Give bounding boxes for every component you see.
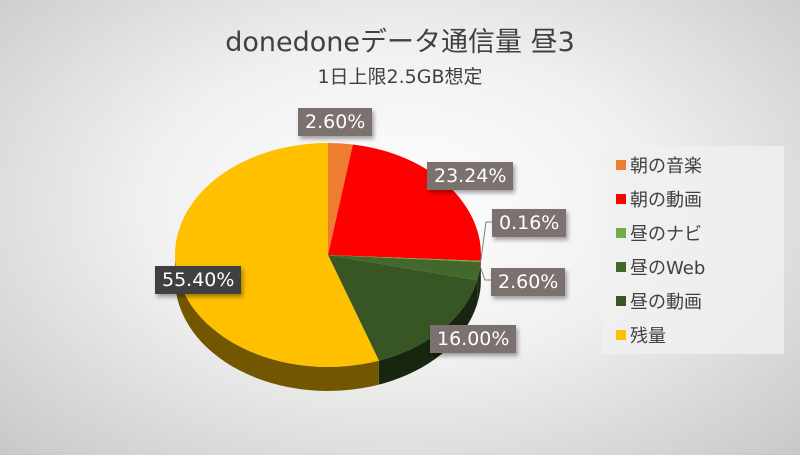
data-label-1: 23.24% — [427, 162, 514, 190]
data-label-5: 55.40% — [155, 266, 242, 294]
legend-item: 昼のナビ — [616, 220, 702, 246]
pie-slice — [328, 255, 481, 263]
data-label-0: 2.60% — [298, 108, 373, 136]
data-label-2: 0.16% — [492, 209, 567, 237]
chart-title: donedoneデータ通信量 昼3 — [225, 27, 575, 58]
pie-slice-side — [378, 280, 478, 385]
legend: 朝の音楽 朝の動画 昼のナビ 昼のWeb 昼の動画 残量 — [602, 146, 784, 354]
legend-label: 昼のナビ — [630, 224, 702, 245]
leader-line — [480, 221, 492, 262]
legend-label: 昼の動画 — [630, 292, 702, 313]
pie-slice — [328, 143, 353, 255]
legend-item: 昼のWeb — [616, 254, 705, 280]
pie-slice-side — [175, 255, 379, 391]
pie-slice — [328, 144, 481, 261]
legend-item: 昼の動画 — [616, 288, 702, 314]
leader-line — [479, 266, 491, 281]
data-label-4: 16.00% — [430, 325, 517, 353]
legend-item: 残量 — [616, 322, 666, 348]
pie-slice — [175, 143, 379, 367]
legend-swatch — [616, 228, 626, 238]
legend-swatch — [616, 194, 626, 204]
legend-swatch — [616, 330, 626, 340]
legend-item: 朝の音楽 — [616, 152, 702, 178]
pie-slice — [328, 255, 481, 281]
chart-subtitle: 1日上限2.5GB想定 — [317, 66, 483, 88]
legend-swatch — [616, 160, 626, 170]
legend-label: 朝の音楽 — [630, 156, 702, 177]
legend-swatch — [616, 262, 626, 272]
pie-slice-side — [477, 262, 481, 305]
legend-swatch — [616, 296, 626, 306]
legend-label: 残量 — [630, 326, 666, 347]
legend-item: 朝の動画 — [616, 186, 702, 212]
legend-label: 昼のWeb — [630, 258, 706, 279]
data-label-3: 2.60% — [491, 268, 566, 296]
legend-label: 朝の動画 — [630, 190, 702, 211]
pie-slice — [328, 255, 478, 361]
